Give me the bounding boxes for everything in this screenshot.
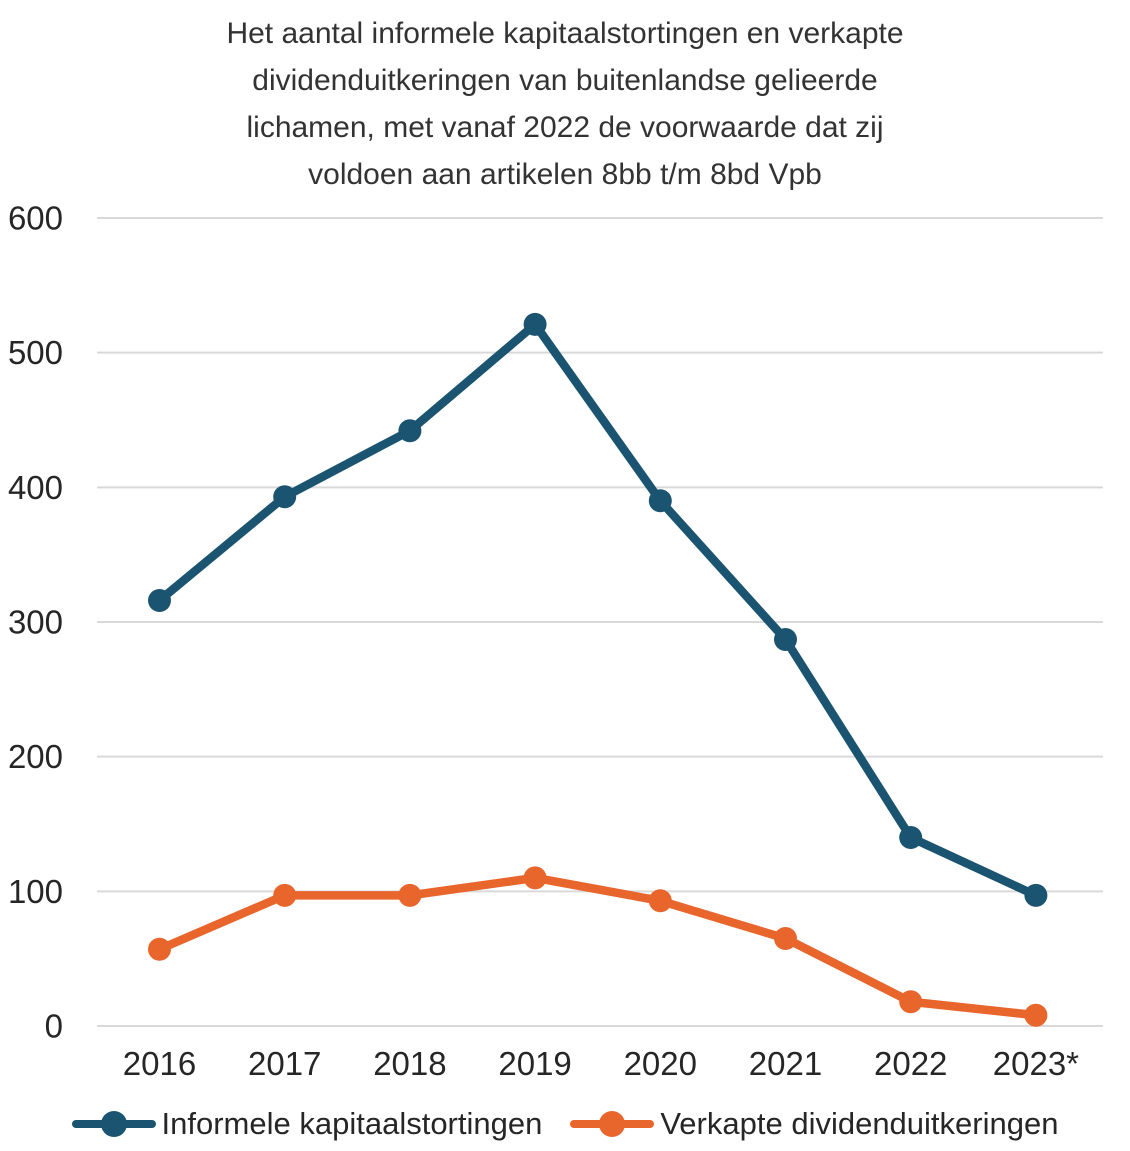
x-axis-label-2016: 2016 bbox=[123, 1045, 196, 1082]
data-point-s1-2021 bbox=[774, 926, 797, 950]
legend-label: Verkapte dividenduitkeringen bbox=[660, 1106, 1059, 1141]
x-axis-label-2017: 2017 bbox=[248, 1045, 321, 1082]
x-axis-label-2022: 2022 bbox=[874, 1045, 947, 1082]
chart-title-line-1: Het aantal informele kapitaalstortingen … bbox=[226, 17, 904, 50]
x-axis-label-2018: 2018 bbox=[373, 1045, 446, 1082]
chart-title-line-3: lichamen, met vanaf 2022 de voorwaarde d… bbox=[246, 111, 884, 144]
legend-marker-line-dot-icon bbox=[570, 1111, 655, 1137]
legend-label: Informele kapitaalstortingen bbox=[161, 1106, 543, 1141]
y-axis-label-300: 300 bbox=[8, 604, 63, 641]
chart-legend: Informele kapitaalstortingen Verkapte di… bbox=[0, 1106, 1130, 1142]
y-axis-label-600: 600 bbox=[8, 200, 63, 237]
y-axis-label-500: 500 bbox=[8, 334, 63, 371]
data-point-s0-2019 bbox=[523, 312, 547, 336]
series-line-1 bbox=[155, 873, 1041, 1020]
chart-title: Het aantal informele kapitaalstortingen … bbox=[0, 10, 1130, 198]
data-point-s0-2023* bbox=[1024, 883, 1048, 907]
y-axis-label-0: 0 bbox=[45, 1008, 63, 1045]
legend-item-verkapte-dividenduitkeringen: Verkapte dividenduitkeringen bbox=[570, 1106, 1058, 1142]
x-axis-label-2019: 2019 bbox=[498, 1045, 571, 1082]
data-point-s1-2023* bbox=[1024, 1003, 1048, 1027]
data-point-s0-2022 bbox=[899, 825, 923, 849]
chart-title-line-2: dividenduitkeringen van buitenlandse gel… bbox=[252, 64, 878, 97]
data-point-s0-2017 bbox=[273, 485, 297, 509]
data-point-s0-2021 bbox=[774, 628, 797, 652]
data-point-s1-2016 bbox=[148, 937, 171, 961]
data-point-s1-2020 bbox=[648, 889, 672, 913]
x-axis-label-2021: 2021 bbox=[749, 1045, 822, 1082]
data-point-s0-2018 bbox=[398, 419, 422, 443]
legend-item-informele-kapitaalstortingen: Informele kapitaalstortingen bbox=[71, 1106, 543, 1142]
data-point-s1-2017 bbox=[273, 883, 297, 907]
data-point-s1-2019 bbox=[523, 866, 547, 890]
y-axis-label-400: 400 bbox=[8, 469, 63, 506]
data-point-s0-2020 bbox=[648, 489, 672, 513]
data-point-s0-2016 bbox=[148, 588, 171, 612]
legend-marker-line-dot-icon bbox=[71, 1111, 156, 1137]
data-point-s1-2018 bbox=[398, 883, 422, 907]
series-line-0 bbox=[155, 320, 1041, 900]
x-axis-label-2023*: 2023* bbox=[993, 1045, 1079, 1082]
chart-title-line-4: voldoen aan artikelen 8bb t/m 8bd Vpb bbox=[308, 158, 822, 191]
x-axis-label-2020: 2020 bbox=[624, 1045, 697, 1082]
data-point-s1-2022 bbox=[899, 990, 923, 1014]
y-axis-label-200: 200 bbox=[8, 738, 63, 775]
y-axis-label-100: 100 bbox=[8, 873, 63, 910]
